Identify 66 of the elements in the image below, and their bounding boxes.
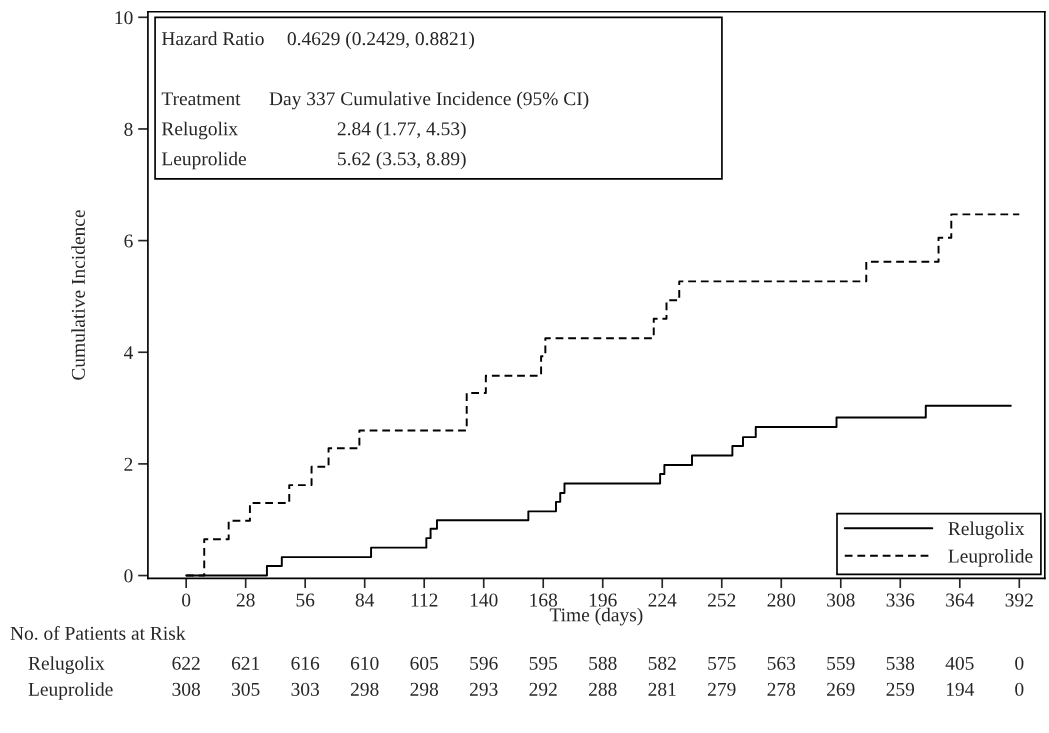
text: No. of Patients at Risk xyxy=(10,625,186,640)
text: 259 xyxy=(886,682,915,696)
text: 405 xyxy=(945,656,974,670)
text: 610 xyxy=(350,656,379,670)
text: 298 xyxy=(410,682,439,696)
x-tick-label: 224 xyxy=(648,593,677,607)
x-tick-label: 252 xyxy=(708,593,736,607)
x-tick-label: 140 xyxy=(470,593,498,607)
annotation: Day 337 Cumulative Incidence (95% CI) xyxy=(269,91,589,110)
x-tick-label: 196 xyxy=(589,593,617,607)
text: 588 xyxy=(589,656,617,670)
y-tick-label: 2 xyxy=(124,457,133,471)
x-tick-label: 280 xyxy=(767,593,796,607)
x-tick-label: 308 xyxy=(827,593,855,607)
x-tick-label: 364 xyxy=(946,593,975,607)
text: 622 xyxy=(172,656,200,670)
x-axis-title: Time (days) xyxy=(549,607,643,626)
text: 563 xyxy=(767,656,796,670)
text: 194 xyxy=(946,682,975,696)
annotation: 5.62 (3.53, 8.89) xyxy=(338,151,466,170)
y-tick-label: 0 xyxy=(124,569,133,583)
text: 278 xyxy=(767,682,796,696)
text: 303 xyxy=(291,682,320,696)
y-tick-label: 8 xyxy=(124,122,133,136)
y-tick-label: 6 xyxy=(124,234,133,248)
text: Leuprolide xyxy=(28,682,113,700)
x-tick-label: 28 xyxy=(236,593,255,607)
legend-label: Relugolix xyxy=(948,521,1025,540)
y-axis-title: Cumulative Incidence xyxy=(71,210,85,380)
annotation: 2.84 (1.77, 4.53) xyxy=(337,121,466,140)
x-tick-label: 0 xyxy=(182,593,191,607)
text: 293 xyxy=(469,682,498,696)
text: 269 xyxy=(827,682,855,696)
annotation: Treatment xyxy=(161,92,241,106)
x-tick-label: 392 xyxy=(1005,593,1033,607)
text: 575 xyxy=(708,656,736,670)
text: 538 xyxy=(886,656,915,670)
text: 281 xyxy=(648,682,676,696)
text: 288 xyxy=(589,682,617,696)
text: Relugolix xyxy=(28,656,105,674)
text: 621 xyxy=(231,656,260,670)
legend-label: Leuprolide xyxy=(948,549,1033,567)
x-tick-label: 84 xyxy=(355,593,375,607)
text: 305 xyxy=(232,682,260,696)
annotation: Hazard Ratio xyxy=(161,31,264,46)
text: 0 xyxy=(1015,656,1024,670)
x-tick-label: 112 xyxy=(411,593,438,607)
text: 298 xyxy=(350,682,379,696)
text: 292 xyxy=(529,682,557,696)
annotation: 0.4629 (0.2429, 0.8821) xyxy=(287,31,475,50)
text: 596 xyxy=(470,656,498,670)
text: 582 xyxy=(648,656,676,670)
text: 616 xyxy=(291,656,320,670)
text: 308 xyxy=(172,682,201,696)
x-tick-label: 56 xyxy=(296,593,315,607)
text: 559 xyxy=(827,656,855,670)
y-tick-label: 4 xyxy=(123,346,134,359)
y-tick-label: 10 xyxy=(115,11,133,25)
text: 595 xyxy=(529,656,558,670)
text: 605 xyxy=(410,656,439,670)
annotation: Relugolix xyxy=(161,121,238,140)
text: 279 xyxy=(708,682,736,696)
annotation: Leuprolide xyxy=(161,151,246,170)
x-tick-label: 336 xyxy=(886,593,915,607)
x-tick-label: 168 xyxy=(530,593,558,607)
text: 0 xyxy=(1015,682,1024,696)
